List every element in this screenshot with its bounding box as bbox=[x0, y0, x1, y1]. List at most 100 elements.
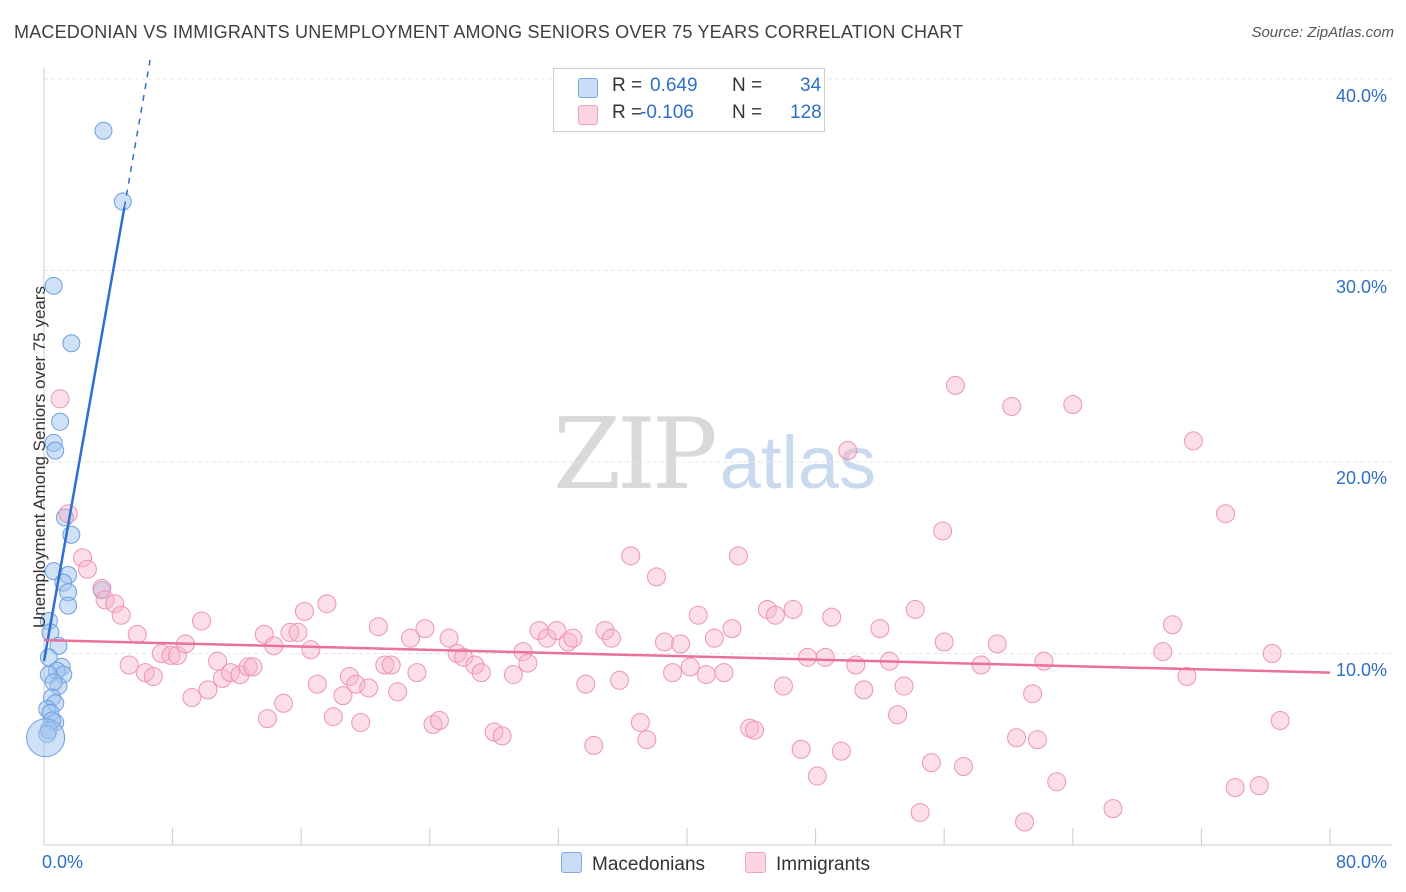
immigrants-point bbox=[105, 594, 125, 614]
y-tick-label-20: 20.0% bbox=[1336, 468, 1388, 488]
immigrants-point bbox=[1034, 651, 1054, 671]
immigrants-point bbox=[167, 645, 187, 665]
immigrants-point bbox=[563, 628, 583, 648]
immigrants-point bbox=[198, 680, 218, 700]
immigrants-point bbox=[243, 657, 263, 677]
immigrants-points bbox=[50, 375, 1290, 832]
immigrants-point bbox=[765, 605, 785, 625]
immigrants-point bbox=[161, 645, 181, 665]
immigrants-point bbox=[465, 655, 485, 675]
immigrants-point bbox=[274, 693, 294, 713]
macedonians-swatch bbox=[561, 852, 582, 873]
immigrants-point bbox=[798, 647, 818, 667]
immigrants-point bbox=[50, 389, 70, 409]
source-label: Source: ZipAtlas.com bbox=[1251, 24, 1394, 41]
immigrants-point bbox=[576, 674, 596, 694]
immigrants-point bbox=[1216, 504, 1236, 524]
immigrants-point bbox=[238, 657, 258, 677]
immigrants-point bbox=[905, 599, 925, 619]
macedonians-point bbox=[44, 673, 63, 692]
immigrants-point bbox=[503, 665, 523, 685]
immigrants-point bbox=[73, 548, 93, 568]
immigrants-point bbox=[745, 720, 765, 740]
immigrants-point bbox=[1103, 799, 1123, 819]
immigrants-point bbox=[492, 726, 512, 746]
macedonians-point bbox=[51, 412, 70, 431]
immigrants-point bbox=[870, 619, 890, 639]
gridlines bbox=[44, 78, 1392, 654]
y-tick-label-40: 40.0% bbox=[1336, 86, 1388, 106]
immigrants-point bbox=[1153, 642, 1173, 662]
immigrants-point bbox=[791, 739, 811, 759]
bottom-legend-macedonians[interactable]: Macedonians bbox=[561, 852, 705, 876]
immigrants-point bbox=[910, 802, 930, 822]
immigrants-point bbox=[1177, 666, 1197, 686]
immigrants-point bbox=[257, 709, 277, 729]
legend-r-label: R = bbox=[612, 102, 643, 123]
immigrants-point bbox=[301, 640, 321, 660]
legend-n-value: 34 bbox=[800, 75, 822, 96]
immigrants-point bbox=[601, 628, 621, 648]
x-tick-label-max: 80.0% bbox=[1336, 852, 1388, 872]
immigrants-point bbox=[359, 678, 379, 698]
immigrants-point bbox=[846, 655, 866, 675]
immigrants-point bbox=[783, 599, 803, 619]
immigrants-point bbox=[294, 601, 314, 621]
immigrants-point bbox=[537, 628, 557, 648]
immigrants-point bbox=[317, 594, 337, 614]
immigrants-point bbox=[945, 375, 965, 395]
immigrants-point bbox=[1063, 395, 1083, 415]
immigrants-point bbox=[728, 546, 748, 566]
immigrants-point bbox=[307, 674, 327, 694]
immigrants-point bbox=[92, 578, 112, 598]
immigrants-point bbox=[1262, 644, 1282, 663]
immigrants-point bbox=[595, 621, 615, 641]
immigrants-point bbox=[1015, 812, 1035, 832]
legend-r-label: R = bbox=[612, 75, 643, 96]
legend-r-value: -0.106 bbox=[640, 102, 694, 123]
immigrants-point bbox=[339, 666, 359, 686]
immigrants-point bbox=[351, 712, 371, 732]
immigrants-point bbox=[704, 628, 724, 648]
immigrants-point bbox=[518, 653, 538, 673]
y-axis-title: Unemployment Among Seniors over 75 years bbox=[30, 285, 49, 629]
immigrants-point bbox=[822, 607, 842, 627]
immigrants-point bbox=[714, 663, 734, 683]
immigrants-point bbox=[182, 688, 202, 708]
chart-title: MACEDONIAN VS IMMIGRANTS UNEMPLOYMENT AM… bbox=[14, 22, 964, 42]
immigrants-point bbox=[143, 666, 163, 686]
immigrants-point bbox=[654, 632, 674, 652]
immigrants-point bbox=[77, 559, 97, 579]
immigrants-point bbox=[831, 741, 851, 761]
immigrants-point bbox=[722, 619, 742, 639]
immigrants-point bbox=[987, 634, 1007, 654]
immigrants-point bbox=[388, 682, 408, 702]
immigrants-point bbox=[454, 647, 474, 667]
immigrants-point bbox=[415, 619, 435, 639]
macedonians-label: Macedonians bbox=[592, 854, 706, 875]
immigrants-point bbox=[854, 680, 874, 700]
macedonians-trend-line bbox=[42, 207, 126, 662]
immigrants-point bbox=[696, 665, 716, 685]
bottom-legend-immigrants[interactable]: Immigrants bbox=[745, 852, 870, 876]
legend-n-value: 128 bbox=[790, 102, 822, 123]
immigrants-point bbox=[346, 674, 366, 694]
watermark-zip: ZIP bbox=[553, 398, 718, 512]
macedonians-points bbox=[26, 121, 132, 758]
immigrants-point bbox=[401, 628, 421, 648]
legend-swatch-immigrants bbox=[578, 105, 598, 125]
macedonians-point bbox=[59, 596, 78, 615]
immigrants-point bbox=[953, 756, 973, 776]
immigrants-point bbox=[888, 705, 908, 725]
immigrants-point bbox=[921, 753, 941, 773]
immigrants-point bbox=[637, 730, 657, 750]
immigrants-point bbox=[1183, 431, 1203, 451]
macedonians-point bbox=[94, 121, 113, 140]
legend-n-label: N = bbox=[732, 75, 763, 96]
immigrants-point bbox=[1249, 776, 1269, 796]
immigrants-point bbox=[111, 605, 131, 625]
immigrants-point bbox=[1270, 711, 1290, 731]
immigrants-point bbox=[323, 707, 343, 727]
immigrants-point bbox=[220, 663, 240, 683]
